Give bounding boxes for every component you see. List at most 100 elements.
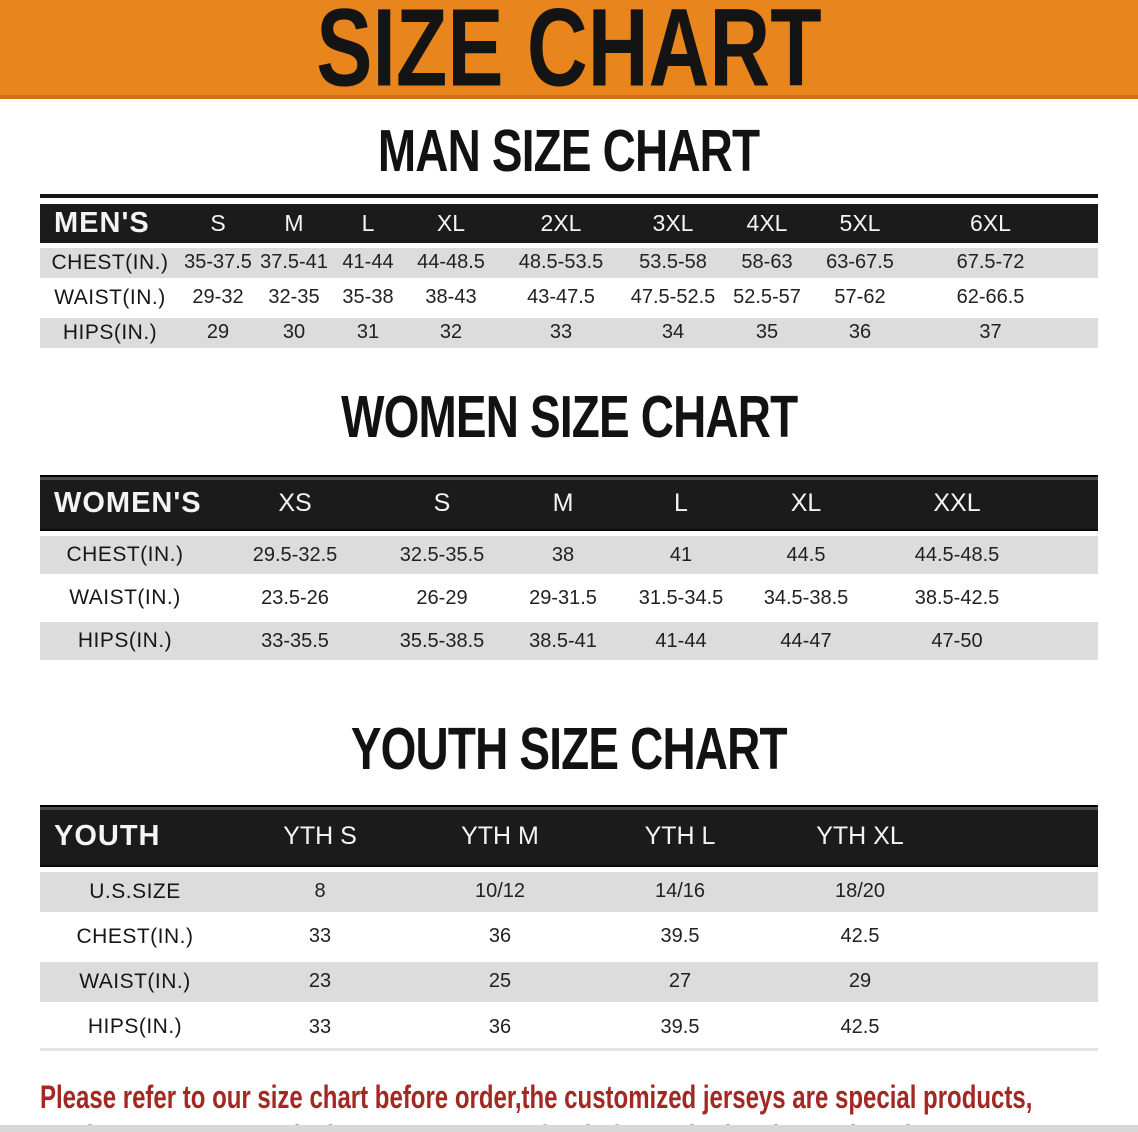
table-cell: 42.5 [770, 914, 950, 962]
table-cell: 23.5-26 [210, 576, 380, 622]
table-cell: 29 [180, 315, 256, 353]
column-header: S [380, 474, 504, 536]
table-row: HIPS(IN.) 33-35.5 35.5-38.5 38.5-41 41-4… [40, 619, 1098, 665]
column-header: YTH XL [770, 805, 950, 872]
table-cell: 29-31.5 [504, 576, 622, 622]
column-header: YTH S [230, 805, 410, 872]
row-label: CHEST(IN.) [40, 245, 180, 283]
table-cell: 26-29 [380, 576, 504, 622]
table-cell: 57-62 [812, 280, 908, 318]
column-header: XS [210, 474, 380, 536]
column-header: 3XL [624, 204, 722, 248]
table-cell: 25 [410, 959, 590, 1007]
women-section-heading: WOMEN SIZE CHART [0, 382, 1138, 450]
cell-spacer [1073, 315, 1098, 353]
table-cell: 32 [404, 315, 498, 353]
table-cell: 33-35.5 [210, 619, 380, 665]
column-header: XL [404, 204, 498, 248]
table-cell: 37.5-41 [256, 245, 332, 283]
cell-spacer [950, 914, 1098, 962]
table-cell: 8 [230, 869, 410, 917]
cell-spacer [1042, 619, 1098, 665]
table-cell: 67.5-72 [908, 245, 1073, 283]
table-row: CHEST(IN.) 33 36 39.5 42.5 [40, 914, 1098, 962]
table-cell: 31.5-34.5 [622, 576, 740, 622]
table-cell: 27 [590, 959, 770, 1007]
column-header: L [332, 204, 404, 248]
table-row: U.S.SIZE 8 10/12 14/16 18/20 [40, 869, 1098, 917]
table-cell: 35 [722, 315, 812, 353]
row-label: WAIST(IN.) [40, 280, 180, 318]
table-corner-label: MEN'S [40, 204, 180, 248]
table-cell: 42.5 [770, 1004, 950, 1051]
table-cell: 47.5-52.5 [624, 280, 722, 318]
table-row: HIPS(IN.) 29 30 31 32 33 34 35 36 37 [40, 315, 1098, 353]
column-header: M [504, 474, 622, 536]
table-cell: 36 [410, 1004, 590, 1051]
table-cell: 34 [624, 315, 722, 353]
table-cell: 44-48.5 [404, 245, 498, 283]
table-cell: 43-47.5 [498, 280, 624, 318]
table-row: CHEST(IN.) 35-37.5 37.5-41 41-44 44-48.5… [40, 245, 1098, 283]
column-header: XXL [872, 474, 1042, 536]
disclaimer-line-1: Please refer to our size chart before or… [40, 1078, 1033, 1115]
table-cell: 44.5 [740, 533, 872, 579]
women-heading-text: WOMEN SIZE CHART [340, 382, 798, 450]
cell-spacer [950, 959, 1098, 1007]
table-cell: 37 [908, 315, 1073, 353]
table-cell: 52.5-57 [722, 280, 812, 318]
column-header: M [256, 204, 332, 248]
column-header: XL [740, 474, 872, 536]
table-cell: 33 [230, 1004, 410, 1051]
header-spacer [1042, 474, 1098, 536]
column-header: 2XL [498, 204, 624, 248]
cell-spacer [950, 1004, 1098, 1051]
header-spacer [950, 805, 1098, 872]
table-header-row: MEN'S S M L XL 2XL 3XL 4XL 5XL 6XL [40, 204, 1098, 248]
table-cell: 18/20 [770, 869, 950, 917]
row-label: WAIST(IN.) [40, 959, 230, 1007]
cell-spacer [1042, 576, 1098, 622]
table-cell: 41-44 [332, 245, 404, 283]
mens-size-table: MEN'S S M L XL 2XL 3XL 4XL 5XL 6XL CHEST… [40, 204, 1098, 353]
cell-spacer [1042, 533, 1098, 579]
table-cell: 30 [256, 315, 332, 353]
table-cell: 29 [770, 959, 950, 1007]
table-cell: 44-47 [740, 619, 872, 665]
table-cell: 14/16 [590, 869, 770, 917]
man-section-heading: MAN SIZE CHART [0, 121, 1138, 180]
table-cell: 39.5 [590, 1004, 770, 1051]
youth-heading-text: YOUTH SIZE CHART [351, 715, 788, 782]
table-cell: 63-67.5 [812, 245, 908, 283]
table-header-row: YOUTH YTH S YTH M YTH L YTH XL [40, 805, 1098, 872]
table-cell: 62-66.5 [908, 280, 1073, 318]
table-cell: 36 [410, 914, 590, 962]
table-cell: 53.5-58 [624, 245, 722, 283]
row-label: CHEST(IN.) [40, 914, 230, 962]
table-cell: 41-44 [622, 619, 740, 665]
column-header: S [180, 204, 256, 248]
header-spacer [1073, 204, 1098, 248]
men-table-top-rule [40, 194, 1098, 198]
cell-spacer [1073, 245, 1098, 283]
table-row: WAIST(IN.) 23.5-26 26-29 29-31.5 31.5-34… [40, 576, 1098, 622]
table-cell: 41 [622, 533, 740, 579]
table-cell: 32.5-35.5 [380, 533, 504, 579]
table-cell: 33 [230, 914, 410, 962]
table-row: WAIST(IN.) 29-32 32-35 35-38 38-43 43-47… [40, 280, 1098, 318]
table-cell: 31 [332, 315, 404, 353]
column-header: 5XL [812, 204, 908, 248]
row-label: WAIST(IN.) [40, 576, 210, 622]
table-cell: 39.5 [590, 914, 770, 962]
table-cell: 47-50 [872, 619, 1042, 665]
table-cell: 32-35 [256, 280, 332, 318]
table-row: WAIST(IN.) 23 25 27 29 [40, 959, 1098, 1007]
table-cell: 35.5-38.5 [380, 619, 504, 665]
youth-section-heading: YOUTH SIZE CHART [0, 715, 1138, 782]
column-header: 6XL [908, 204, 1073, 248]
row-label: CHEST(IN.) [40, 533, 210, 579]
table-row: CHEST(IN.) 29.5-32.5 32.5-35.5 38 41 44.… [40, 533, 1098, 579]
table-cell: 35-38 [332, 280, 404, 318]
table-header-row: WOMEN'S XS S M L XL XXL [40, 474, 1098, 536]
